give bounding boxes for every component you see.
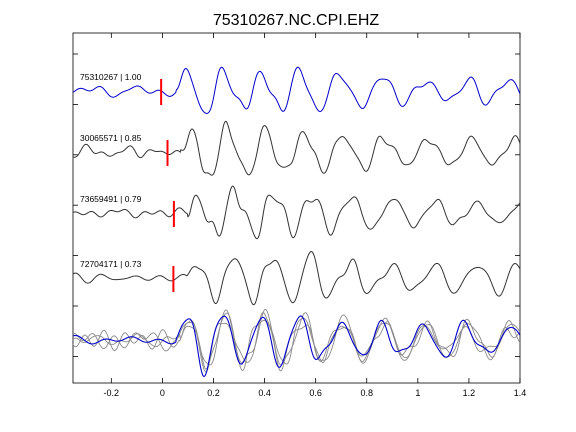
x-axis: -0.2 0 0.2 0.4 0.6 0.8 1 1.2 1.4 — [104, 33, 527, 398]
trace-stack — [72, 66, 521, 306]
trace-label-73659491: 73659491 | 0.79 — [80, 194, 142, 204]
x-tick-label: 0.6 — [309, 388, 322, 398]
seismogram-trace-30065571 — [72, 120, 521, 176]
x-tick-label: 0.8 — [360, 388, 373, 398]
pick-markers — [160, 79, 175, 292]
trace-labels: 75310267 | 1.00 30065571 | 0.85 73659491 |… — [80, 72, 142, 269]
chart-title: 75310267.NC.CPI.EHZ — [213, 12, 380, 29]
x-tick-label: 0.2 — [207, 388, 220, 398]
x-tick-label: -0.2 — [104, 388, 120, 398]
trace-label-30065571: 30065571 | 0.85 — [80, 133, 142, 143]
overlay-trace-73659491 — [72, 308, 521, 370]
x-tick-label: 1 — [415, 388, 420, 398]
seismogram-trace-73659491 — [72, 185, 521, 240]
trace-label-72704171: 72704171 | 0.73 — [80, 259, 142, 269]
x-tick-label: 0.4 — [258, 388, 271, 398]
overlay-trace-72704171 — [72, 309, 521, 366]
seismogram-trace-72704171 — [72, 250, 521, 306]
x-tick-label: 1.4 — [514, 388, 527, 398]
plot-area — [72, 32, 521, 384]
seismogram-trace-75310267 — [72, 66, 521, 114]
x-tick-label: 0 — [160, 388, 165, 398]
x-tick-label: 1.2 — [463, 388, 476, 398]
overlay-traces — [72, 308, 521, 378]
y-tick-marks — [73, 53, 520, 357]
overlay-trace-75310267 — [72, 315, 521, 378]
trace-label-75310267: 75310267 | 1.00 — [80, 72, 142, 82]
